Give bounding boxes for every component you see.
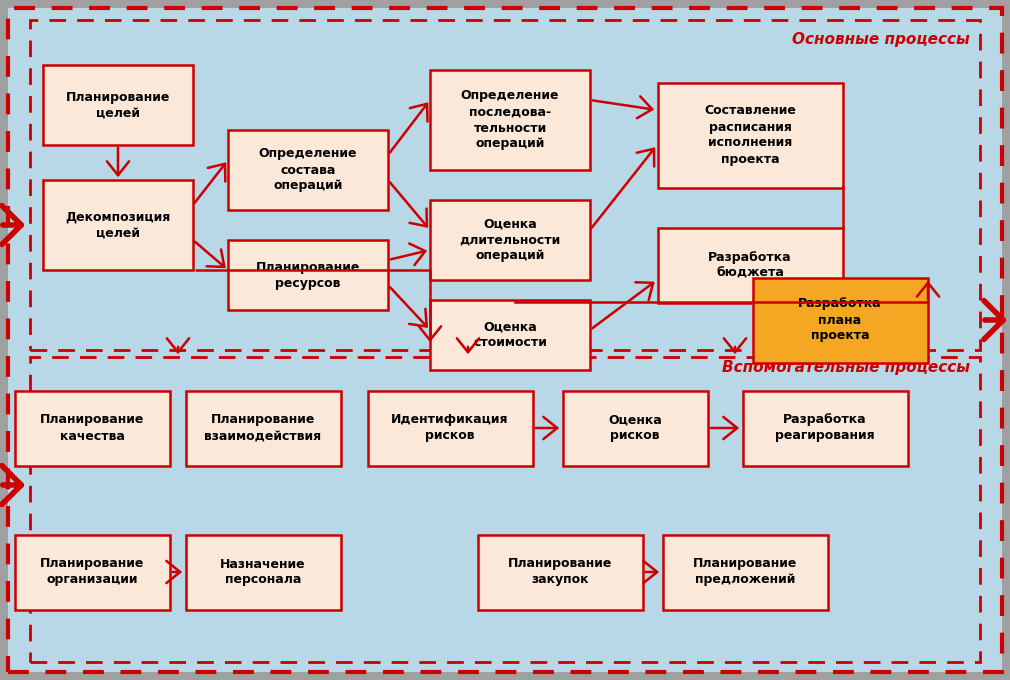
FancyBboxPatch shape — [43, 180, 193, 270]
FancyBboxPatch shape — [430, 70, 590, 170]
FancyBboxPatch shape — [368, 390, 532, 466]
FancyBboxPatch shape — [186, 534, 340, 609]
FancyBboxPatch shape — [8, 8, 1002, 672]
FancyBboxPatch shape — [658, 228, 842, 303]
Text: Определение
состава
операций: Определение состава операций — [259, 148, 358, 192]
Text: Планирование
целей: Планирование целей — [66, 90, 171, 120]
FancyBboxPatch shape — [14, 534, 170, 609]
Text: Декомпозиция
целей: Декомпозиция целей — [66, 211, 171, 239]
FancyBboxPatch shape — [14, 390, 170, 466]
Text: Основные процессы: Основные процессы — [792, 32, 970, 47]
FancyBboxPatch shape — [563, 390, 707, 466]
FancyBboxPatch shape — [430, 200, 590, 280]
FancyBboxPatch shape — [228, 130, 388, 210]
Text: Вспомогательные процессы: Вспомогательные процессы — [722, 360, 970, 375]
Text: Планирование
взаимодействия: Планирование взаимодействия — [204, 413, 321, 443]
FancyBboxPatch shape — [478, 534, 642, 609]
Bar — [30, 357, 980, 662]
Text: Разработка
плана
проекта: Разработка плана проекта — [798, 298, 882, 343]
Text: Планирование
организации: Планирование организации — [39, 558, 144, 586]
Text: Разработка
бюджета: Разработка бюджета — [708, 250, 792, 279]
Text: Назначение
персонала: Назначение персонала — [220, 558, 306, 586]
Text: Определение
последова-
тельности
операций: Определение последова- тельности операци… — [461, 90, 560, 150]
FancyBboxPatch shape — [43, 65, 193, 145]
Bar — [30, 20, 980, 350]
Text: Составление
расписания
исполнения
проекта: Составление расписания исполнения проект… — [704, 105, 796, 165]
FancyBboxPatch shape — [752, 277, 927, 362]
FancyBboxPatch shape — [663, 534, 827, 609]
Text: Разработка
реагирования: Разработка реагирования — [776, 413, 875, 443]
FancyBboxPatch shape — [186, 390, 340, 466]
Text: Оценка
рисков: Оценка рисков — [608, 413, 662, 443]
FancyBboxPatch shape — [658, 82, 842, 188]
FancyBboxPatch shape — [228, 240, 388, 310]
Text: Идентификация
рисков: Идентификация рисков — [391, 413, 509, 443]
Text: Планирование
предложений: Планирование предложений — [693, 558, 797, 586]
Text: Оценка
стоимости: Оценка стоимости — [473, 320, 547, 350]
FancyBboxPatch shape — [742, 390, 908, 466]
Text: Планирование
ресурсов: Планирование ресурсов — [256, 260, 361, 290]
Text: Оценка
длительности
операций: Оценка длительности операций — [460, 218, 561, 262]
Text: Планирование
закупок: Планирование закупок — [508, 558, 612, 586]
FancyBboxPatch shape — [430, 300, 590, 370]
Text: Планирование
качества: Планирование качества — [39, 413, 144, 443]
